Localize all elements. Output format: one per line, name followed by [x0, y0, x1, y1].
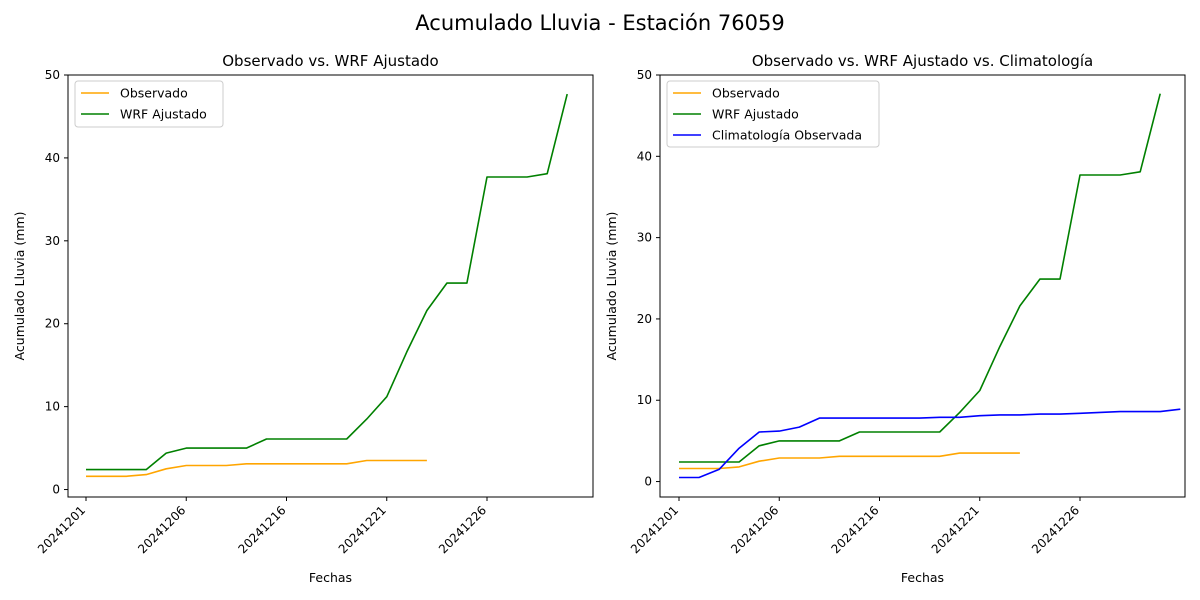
y-tick-label: 10	[45, 400, 60, 414]
y-tick-label: 50	[637, 68, 652, 82]
y-tick-label: 50	[45, 68, 60, 82]
series-line-wrf-ajustado	[679, 93, 1161, 463]
right-chart: Observado vs. WRF Ajustado vs. Climatolo…	[604, 52, 1186, 585]
x-tick-label: 20241221	[929, 503, 982, 556]
x-tick-label: 20241216	[829, 503, 882, 556]
x-axis-label: Fechas	[901, 570, 944, 585]
x-tick-label: 20241216	[236, 503, 289, 556]
legend-box	[666, 80, 880, 148]
legend-box	[74, 80, 224, 128]
y-axis-label: Acumulado Lluvia (mm)	[604, 212, 619, 361]
x-tick-label: 20241226	[1029, 503, 1082, 556]
y-tick-label: 10	[637, 393, 652, 407]
x-tick-label: 20241226	[436, 503, 489, 556]
y-tick-label: 0	[52, 483, 60, 497]
y-axis-label: Acumulado Lluvia (mm)	[12, 212, 27, 361]
series-line-climatolog-a-observada	[679, 408, 1181, 479]
left-chart: Observado vs. WRF Ajustado 0 10 20 30 40 50 202…	[12, 52, 594, 585]
series-line-wrf-ajustado	[86, 93, 568, 471]
y-tick-label: 0	[644, 475, 652, 489]
series-line-observado	[86, 459, 427, 478]
y-tick-label: 30	[45, 234, 60, 248]
series-line-observado	[679, 452, 1020, 470]
chart-title: Observado vs. WRF Ajustado	[222, 52, 438, 70]
legend-label: Observado	[712, 86, 780, 101]
x-tick-label: 20241201	[628, 503, 681, 556]
axes-frame	[67, 74, 594, 498]
x-axis-label: Fechas	[309, 570, 352, 585]
y-tick-label: 30	[637, 231, 652, 245]
x-tick-label: 20241206	[135, 503, 188, 556]
y-tick-label: 20	[45, 317, 60, 331]
legend-label: Observado	[120, 86, 188, 101]
y-tick-label: 20	[637, 312, 652, 326]
axes-frame	[659, 74, 1186, 498]
legend-label: WRF Ajustado	[120, 107, 207, 122]
legend-label: Climatología Observada	[712, 128, 862, 143]
y-tick-label: 40	[45, 151, 60, 165]
x-tick-label: 20241201	[35, 503, 88, 556]
y-tick-label: 40	[637, 149, 652, 163]
legend-label: WRF Ajustado	[712, 107, 799, 122]
x-tick-label: 20241221	[336, 503, 389, 556]
chart-title: Observado vs. WRF Ajustado vs. Climatolo…	[752, 52, 1093, 70]
figure-suptitle: Acumulado Lluvia - Estación 76059	[415, 11, 784, 35]
x-tick-label: 20241206	[728, 503, 781, 556]
